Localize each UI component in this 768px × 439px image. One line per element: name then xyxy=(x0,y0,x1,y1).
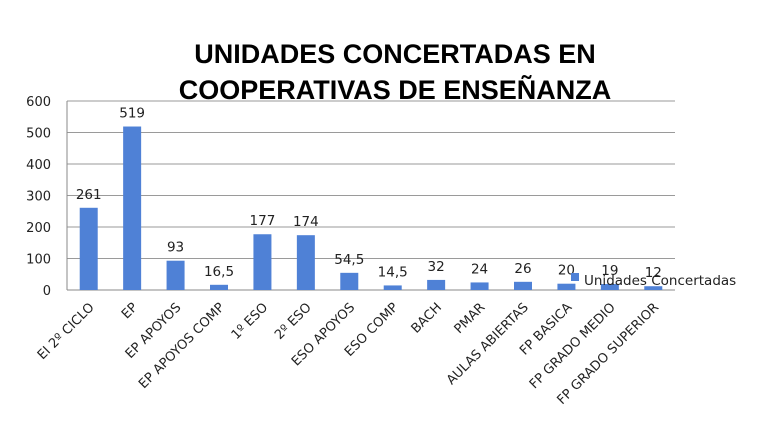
chart-title: UNIDADES CONCERTADAS EN COOPERATIVAS DE … xyxy=(0,36,768,108)
bar xyxy=(600,284,619,290)
y-tick-label: 0 xyxy=(43,284,51,299)
data-label: 19 xyxy=(601,263,618,279)
x-tick-label: 1º ESO xyxy=(229,300,272,343)
data-label: 14,5 xyxy=(378,264,408,280)
data-label: 24 xyxy=(471,261,488,277)
data-label: 177 xyxy=(250,213,276,229)
y-tick-label: 100 xyxy=(26,253,51,268)
data-label: 26 xyxy=(514,261,531,277)
x-tick-label: BACH xyxy=(409,300,445,336)
bar xyxy=(383,285,402,290)
y-tick-label: 500 xyxy=(26,127,51,142)
x-tick-label: EI 2º CICLO xyxy=(35,300,98,363)
x-tick-label: PMAR xyxy=(452,300,489,337)
chart-title-line2: COOPERATIVAS DE ENSEÑANZA xyxy=(178,75,612,105)
data-label: 519 xyxy=(119,106,145,122)
bar xyxy=(427,279,446,290)
data-label: 54,5 xyxy=(334,252,364,268)
data-label: 20 xyxy=(558,263,575,279)
data-label: 16,5 xyxy=(204,264,234,280)
legend-swatch xyxy=(571,273,579,281)
bar xyxy=(340,272,359,290)
data-label: 32 xyxy=(428,259,445,275)
bar xyxy=(644,286,663,290)
y-tick-label: 600 xyxy=(26,95,51,110)
y-tick-label: 400 xyxy=(26,158,51,173)
bar xyxy=(470,282,489,290)
data-label: 261 xyxy=(76,187,102,203)
bar xyxy=(253,234,272,290)
bar xyxy=(514,281,532,290)
y-tick-label: 200 xyxy=(26,221,51,236)
x-tick-label: AULAS ABIERTAS xyxy=(444,300,532,388)
y-tick-label: 300 xyxy=(26,190,51,205)
bar xyxy=(166,260,185,290)
x-tick-label: EP xyxy=(119,300,141,322)
legend-label: Unidades Concertadas xyxy=(584,273,736,289)
bar xyxy=(557,283,576,290)
bar xyxy=(210,284,228,290)
data-label: 174 xyxy=(293,214,319,230)
bar xyxy=(79,207,98,290)
chart-title-line1: UNIDADES CONCERTADAS EN xyxy=(194,39,596,69)
data-label: 12 xyxy=(645,265,662,281)
x-tick-label: 2º ESO xyxy=(272,300,315,343)
data-label: 93 xyxy=(167,240,184,256)
bar xyxy=(296,235,315,290)
bar xyxy=(123,126,142,290)
x-tick-label: EP APOYOS COMP xyxy=(136,300,228,392)
